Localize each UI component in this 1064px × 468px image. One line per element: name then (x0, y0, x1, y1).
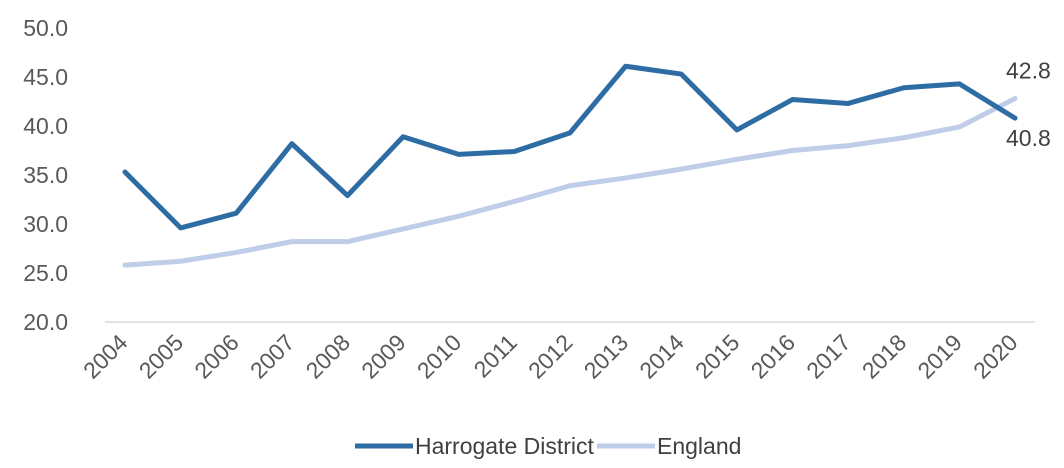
x-tick-label: 2016 (745, 329, 800, 384)
x-tick-label: 2008 (300, 329, 355, 384)
x-tick-label: 2017 (801, 329, 856, 384)
y-tick-label: 45.0 (23, 64, 68, 90)
series-line-england (122, 96, 1018, 268)
legend: Harrogate District England (355, 433, 741, 459)
x-tick-label: 2005 (134, 329, 189, 384)
x-tick-label: 2012 (523, 329, 578, 384)
legend-label: Harrogate District (415, 433, 595, 459)
x-tick-label: 2019 (912, 329, 967, 384)
data-label: 40.8 (1006, 125, 1051, 151)
series-line-harrogate-district (122, 63, 1018, 231)
x-tick-label: 2009 (356, 329, 411, 384)
y-tick-label: 25.0 (23, 260, 68, 286)
legend-label: England (657, 433, 741, 459)
x-tick-label: 2015 (690, 329, 745, 384)
y-tick-label: 40.0 (23, 113, 68, 139)
data-label: 42.8 (1006, 58, 1051, 84)
x-tick-label: 2011 (469, 329, 522, 382)
y-tick-label: 35.0 (23, 162, 68, 188)
series-group (122, 63, 1018, 268)
y-tick-label: 20.0 (23, 309, 68, 335)
x-tick-label: 2004 (78, 329, 133, 384)
x-tick-label: 2018 (857, 329, 912, 384)
x-tick-label: 2020 (968, 329, 1023, 384)
x-axis: 2004 2005 2006 2007 2008 2009 2010 2011 2012 2013… (78, 329, 1023, 384)
y-tick-label: 50.0 (23, 15, 68, 41)
x-tick-label: 2006 (189, 329, 244, 384)
y-axis: 20.0 25.0 30.0 35.0 40.0 45.0 50.0 (23, 15, 68, 335)
x-tick-label: 2014 (634, 329, 689, 384)
x-tick-label: 2010 (412, 329, 467, 384)
y-tick-label: 30.0 (23, 211, 68, 237)
x-tick-label: 2013 (579, 329, 634, 384)
x-tick-label: 2007 (245, 329, 300, 384)
data-labels: 40.8 42.8 (1006, 58, 1051, 152)
